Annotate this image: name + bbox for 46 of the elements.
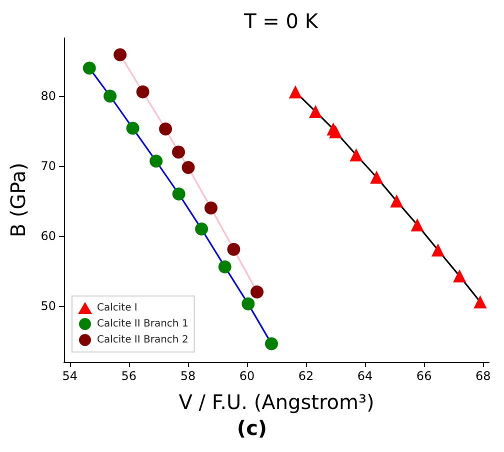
y-tick-label: 60 (40, 229, 56, 244)
y-tick-label: 80 (40, 89, 56, 104)
point (329, 125, 342, 138)
legend-label: Calcite I (97, 302, 138, 314)
point (82, 62, 96, 75)
y-tick-label: 70 (40, 159, 56, 174)
point (250, 286, 264, 299)
point (227, 242, 240, 256)
point (114, 48, 127, 62)
point (370, 170, 384, 184)
x-tick-label: 68 (475, 369, 491, 383)
point (172, 188, 186, 201)
point (150, 154, 163, 168)
point (195, 222, 208, 236)
point (288, 85, 302, 98)
point (242, 297, 255, 310)
chart-title: T = 0 K (243, 9, 319, 33)
point (308, 104, 322, 118)
x-tick-label: 62 (298, 369, 314, 383)
point (410, 218, 424, 232)
point (431, 244, 444, 257)
point (104, 90, 117, 103)
point (218, 260, 232, 274)
x-tick-label: 58 (180, 369, 196, 383)
x-tick-label: 64 (357, 369, 373, 383)
point (390, 194, 404, 208)
x-tick-label: 60 (239, 369, 255, 383)
point (159, 122, 172, 136)
text: (c) (236, 416, 268, 440)
point (204, 202, 218, 215)
legend-label: Calcite II Branch 1 (97, 318, 188, 330)
legend-label: Calcite II Branch 2 (97, 334, 188, 346)
point (126, 122, 140, 135)
point (182, 160, 195, 174)
point (452, 269, 466, 282)
x-tick-label: 54 (62, 369, 78, 383)
x-axis-title: V / F.U. (Angstrom³) (178, 390, 374, 414)
point (350, 148, 363, 162)
x-tick-label: 56 (121, 369, 137, 383)
point (474, 295, 487, 308)
point (264, 337, 278, 350)
y-axis-title: B (GPa) (6, 162, 30, 238)
point (172, 146, 186, 159)
x-tick-label: 66 (416, 369, 432, 383)
point (136, 85, 150, 98)
y-tick-label: 50 (40, 299, 56, 314)
